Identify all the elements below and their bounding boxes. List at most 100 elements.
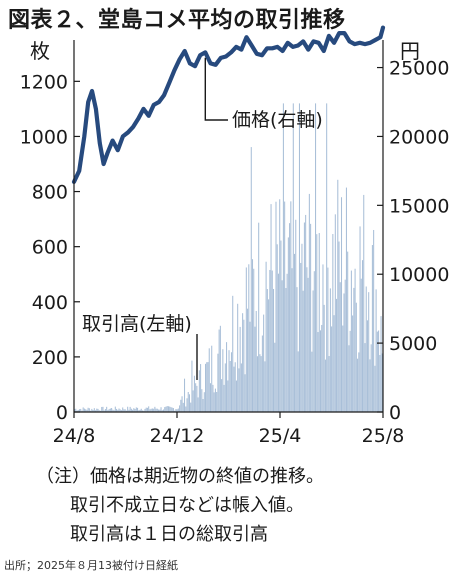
volume-bar <box>261 335 263 412</box>
volume-bar <box>181 396 183 412</box>
volume-bar <box>291 268 293 412</box>
volume-bar <box>228 350 230 412</box>
volume-bar <box>200 364 202 412</box>
volume-bar <box>218 329 220 412</box>
volume-bar <box>263 314 265 412</box>
volume-bar <box>265 261 267 412</box>
volume-bar <box>380 316 382 412</box>
chart-canvas: 0 200 400 600 800 1000 1200 0 5000 10000 15000 200… <box>20 25 449 447</box>
volume-bar <box>282 103 284 412</box>
volume-bar <box>170 407 172 412</box>
volume-bar <box>368 292 370 412</box>
volume-bar <box>162 409 165 412</box>
volume-bar <box>206 362 208 412</box>
price-label: 価格(右軸) <box>232 109 323 131</box>
chart-title: 図表２、堂島コメ平均の取引推移 <box>8 8 346 33</box>
notes: （注）価格は期近物の終値の推移。 取引不成立日などは帳入値。 取引高は１日の総取… <box>36 462 324 549</box>
volume-bar <box>270 204 272 412</box>
note-line-2: 取引不成立日などは帳入値。 <box>70 495 304 516</box>
volume-bar <box>132 409 134 412</box>
volume-bar <box>276 244 278 412</box>
left-axis-unit: 枚 <box>30 39 50 63</box>
volume-bar <box>378 330 380 412</box>
volume-bar <box>359 226 361 412</box>
volume-bar <box>376 331 378 412</box>
volume-bar <box>331 326 333 412</box>
volume-bar <box>164 407 166 412</box>
left-tick-label: 400 <box>32 292 68 314</box>
volume-bar <box>254 326 256 412</box>
volume-bar <box>374 365 376 412</box>
volume-bar <box>154 406 156 412</box>
volume-bar <box>213 392 215 412</box>
volume-bar <box>310 223 312 412</box>
volume-bar <box>297 351 299 412</box>
volume-bar <box>182 402 184 412</box>
left-tick-label: 200 <box>32 347 68 369</box>
volume-bar <box>349 330 351 412</box>
volume-bar <box>98 410 100 412</box>
volume-bar <box>216 392 218 412</box>
volume-bar <box>81 410 83 412</box>
x-axis-ticks: 24/8 24/12 25/4 25/8 <box>53 412 405 447</box>
volume-bar <box>122 407 124 412</box>
volume-bar <box>197 397 199 412</box>
volume-bar <box>159 409 161 412</box>
volume-bar <box>289 223 291 412</box>
volume-bar <box>264 361 266 412</box>
left-tick-label: 1200 <box>20 71 68 93</box>
volume-bar <box>177 408 179 412</box>
left-tick-label: 0 <box>56 402 68 424</box>
volume-bar <box>87 407 89 412</box>
volume-bar <box>221 379 223 412</box>
volume-bar <box>135 407 137 412</box>
volume-bar <box>333 315 335 412</box>
volume-bar <box>211 345 213 412</box>
volume-bar <box>318 233 320 412</box>
volume-bar <box>224 363 226 412</box>
volume-bar <box>174 410 176 412</box>
volume-bar <box>145 407 147 412</box>
volume-bar <box>179 405 181 412</box>
volume-bar <box>107 410 109 412</box>
volume-bar <box>339 282 341 412</box>
volume-bar <box>99 410 102 412</box>
right-axis-ticks: 0 5000 10000 15000 20000 25000 <box>377 58 449 424</box>
volume-bar <box>373 229 375 412</box>
volume-bar <box>316 234 318 412</box>
volume-bar <box>196 385 198 412</box>
x-tick-label: 25/8 <box>362 425 405 447</box>
volume-bar <box>369 359 371 412</box>
volume-bar <box>212 384 214 412</box>
volume-bar <box>112 409 114 412</box>
volume-bar <box>357 358 359 412</box>
volume-bar <box>319 330 322 412</box>
volume-bar <box>322 264 324 412</box>
volume-bar <box>137 407 139 412</box>
volume-bar <box>134 409 136 412</box>
volume-bar <box>113 410 115 412</box>
volume-bar <box>323 304 325 412</box>
volume-bar <box>92 409 94 412</box>
volume-bar <box>83 408 85 412</box>
volume-bar <box>269 269 271 412</box>
volume-bar <box>306 267 308 412</box>
volume-bar <box>82 407 84 412</box>
volume-bar <box>190 402 192 412</box>
volume-bar <box>187 392 189 412</box>
volume-bar <box>148 406 150 412</box>
volume-bar <box>167 406 169 412</box>
volume-bar <box>271 270 273 412</box>
volume-bar <box>336 298 338 412</box>
volume-bar <box>108 409 110 412</box>
annotations: 価格(右軸) 取引高(左軸) <box>82 57 323 380</box>
volume-bar <box>345 187 347 412</box>
volume-bar <box>124 409 126 412</box>
volume-bar <box>294 253 296 412</box>
volume-bar <box>280 240 282 412</box>
volume-bar <box>123 409 125 412</box>
volume-bar <box>292 103 294 412</box>
volume-bar <box>303 222 305 412</box>
volume-bar <box>295 219 297 412</box>
volume-bar <box>230 352 233 412</box>
